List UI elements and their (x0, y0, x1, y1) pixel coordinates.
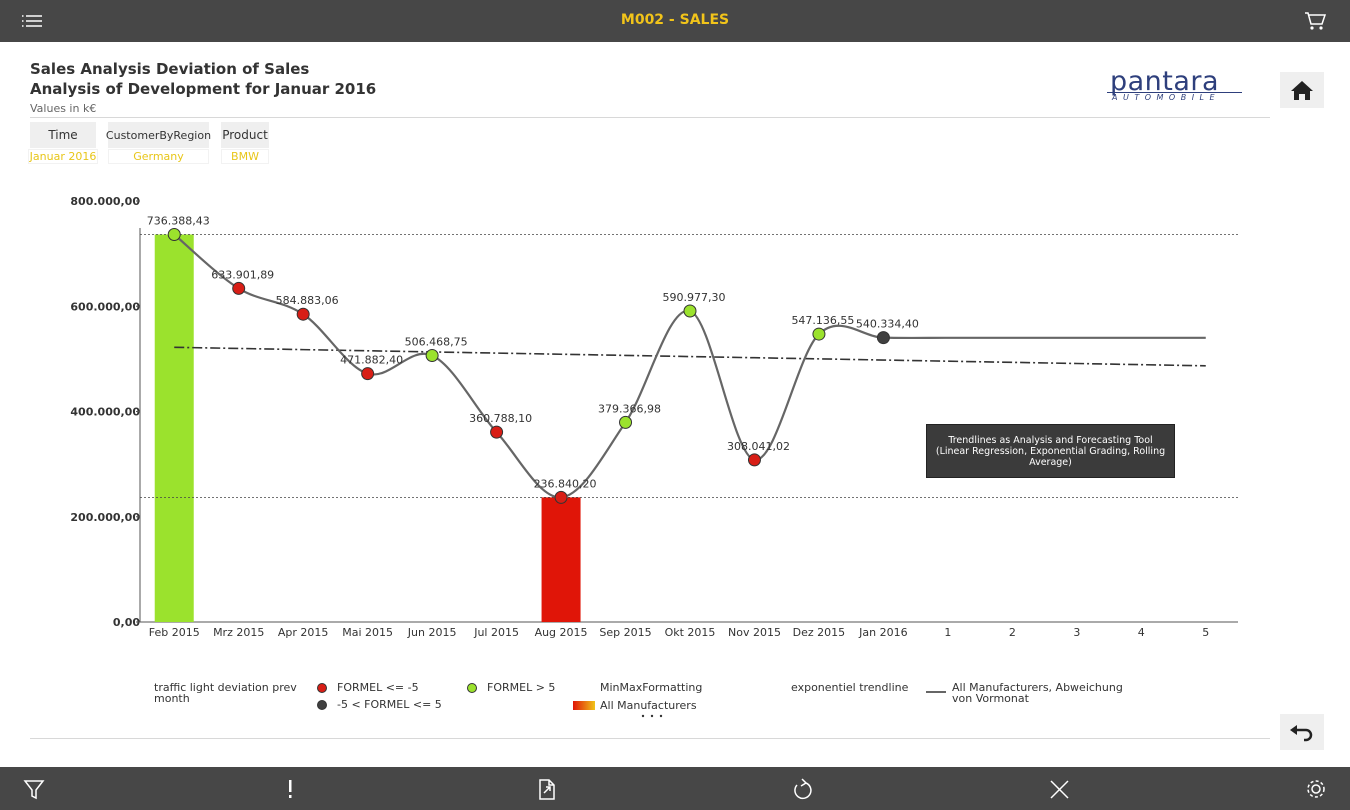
marker (425, 348, 439, 362)
data-label: 471.882,40 (340, 354, 403, 367)
logo-rule (1107, 92, 1242, 93)
data-label: 308.041,02 (727, 440, 790, 453)
legend-label: FORMEL > 5 (487, 681, 556, 694)
x-tick-label: Dez 2015 (793, 626, 846, 639)
filter-value[interactable]: BMW (221, 149, 269, 164)
legend-label: FORMEL <= -5 (337, 681, 419, 694)
x-tick-label: Mai 2015 (342, 626, 393, 639)
data-label: 547.136,55 (791, 314, 854, 327)
filter-label[interactable]: CustomerByRegion (106, 122, 211, 148)
legend-swatch (573, 701, 595, 710)
x-tick-label: Apr 2015 (278, 626, 329, 639)
marker (619, 415, 633, 429)
legend-swatch (317, 683, 327, 693)
export-icon[interactable] (539, 779, 555, 800)
settings-icon[interactable] (1307, 780, 1325, 798)
data-label: 584.883,06 (276, 294, 339, 307)
legend-swatch (467, 683, 477, 693)
data-label: 360.788,10 (469, 412, 532, 425)
legend-title: exponentiel trendline (791, 681, 909, 694)
data-label: 590.977,30 (663, 291, 726, 304)
separator (30, 117, 1270, 118)
x-tick-label: Sep 2015 (599, 626, 651, 639)
x-tick-label: Aug 2015 (535, 626, 588, 639)
x-tick-label: 4 (1138, 626, 1145, 639)
x-tick-label: 3 (1073, 626, 1080, 639)
x-tick-label: Jul 2015 (473, 626, 519, 639)
x-tick-label: Jan 2016 (858, 626, 907, 639)
filter-label[interactable]: Time (30, 122, 96, 148)
x-tick-label: 5 (1202, 626, 1209, 639)
x-tick-label: Jun 2015 (407, 626, 457, 639)
report-title: Analysis of Development for Januar 2016 (30, 80, 377, 98)
cart-icon[interactable] (1303, 10, 1327, 32)
legend-swatch (317, 700, 327, 710)
filter-label[interactable]: Product (221, 122, 269, 148)
y-tick-label: 200.000,00 (70, 511, 140, 524)
top-bar (0, 0, 1350, 42)
data-label: 379.366,98 (598, 402, 661, 415)
marker (361, 367, 375, 381)
home-button[interactable] (1280, 72, 1324, 108)
x-tick-label: Nov 2015 (728, 626, 781, 639)
marker (554, 490, 568, 504)
logo-tagline: AUTOMOBILE (1112, 93, 1221, 102)
marker (296, 307, 310, 321)
legend-label: All Manufacturers (600, 699, 697, 712)
y-tick-label: 0,00 (113, 616, 140, 629)
alert-icon[interactable] (289, 780, 292, 798)
bar (154, 234, 194, 622)
legend-title: MinMaxFormatting (600, 681, 703, 694)
y-tick-label: 400.000,00 (70, 406, 140, 419)
marker (232, 281, 246, 295)
x-tick-label: 1 (944, 626, 951, 639)
app-title: M002 - SALES (620, 12, 730, 28)
trendline (174, 346, 1206, 367)
data-label: 633.901,89 (211, 268, 274, 281)
marker (683, 304, 697, 318)
data-label: 736.388,43 (147, 214, 210, 227)
data-label: 540.334,40 (856, 318, 919, 331)
logo: pantara (1110, 66, 1220, 97)
legend-pager[interactable] (640, 713, 666, 719)
report-title: Sales Analysis Deviation of Sales (30, 60, 310, 78)
x-tick-label: Mrz 2015 (213, 626, 264, 639)
annotation: Trendlines as Analysis and Forecasting T… (926, 424, 1175, 478)
undo-button[interactable] (1280, 714, 1324, 750)
filter-value[interactable]: Germany (108, 149, 209, 164)
filter-icon[interactable] (23, 780, 45, 800)
y-tick-label: 800.000,00 (70, 195, 140, 208)
report-subtitle: Values in k€ (30, 102, 97, 115)
refresh-icon[interactable] (794, 778, 812, 800)
marker (812, 327, 826, 341)
data-label: 506.468,75 (405, 335, 468, 348)
x-tick-label: Okt 2015 (665, 626, 716, 639)
legend-label: All Manufacturers, Abweichung von Vormon… (952, 681, 1123, 705)
toolbar (23, 778, 1325, 800)
marker (167, 227, 181, 241)
menu-icon[interactable] (20, 13, 44, 29)
marker (490, 425, 504, 439)
bottom-bar (0, 767, 1350, 810)
legend-label: -5 < FORMEL <= 5 (337, 698, 442, 711)
legend-title: traffic light deviation prev month (154, 681, 297, 705)
data-label: 236.840,20 (534, 477, 597, 490)
marker (876, 331, 890, 345)
y-tick-label: 600.000,00 (70, 300, 140, 313)
x-tick-label: Feb 2015 (149, 626, 200, 639)
filter-value[interactable]: Januar 2016 (28, 149, 98, 164)
separator (30, 738, 1270, 739)
close-icon[interactable] (1050, 780, 1069, 799)
x-tick-label: 2 (1009, 626, 1016, 639)
marker (747, 453, 761, 467)
bar (541, 497, 581, 622)
legend-swatch (926, 691, 946, 693)
